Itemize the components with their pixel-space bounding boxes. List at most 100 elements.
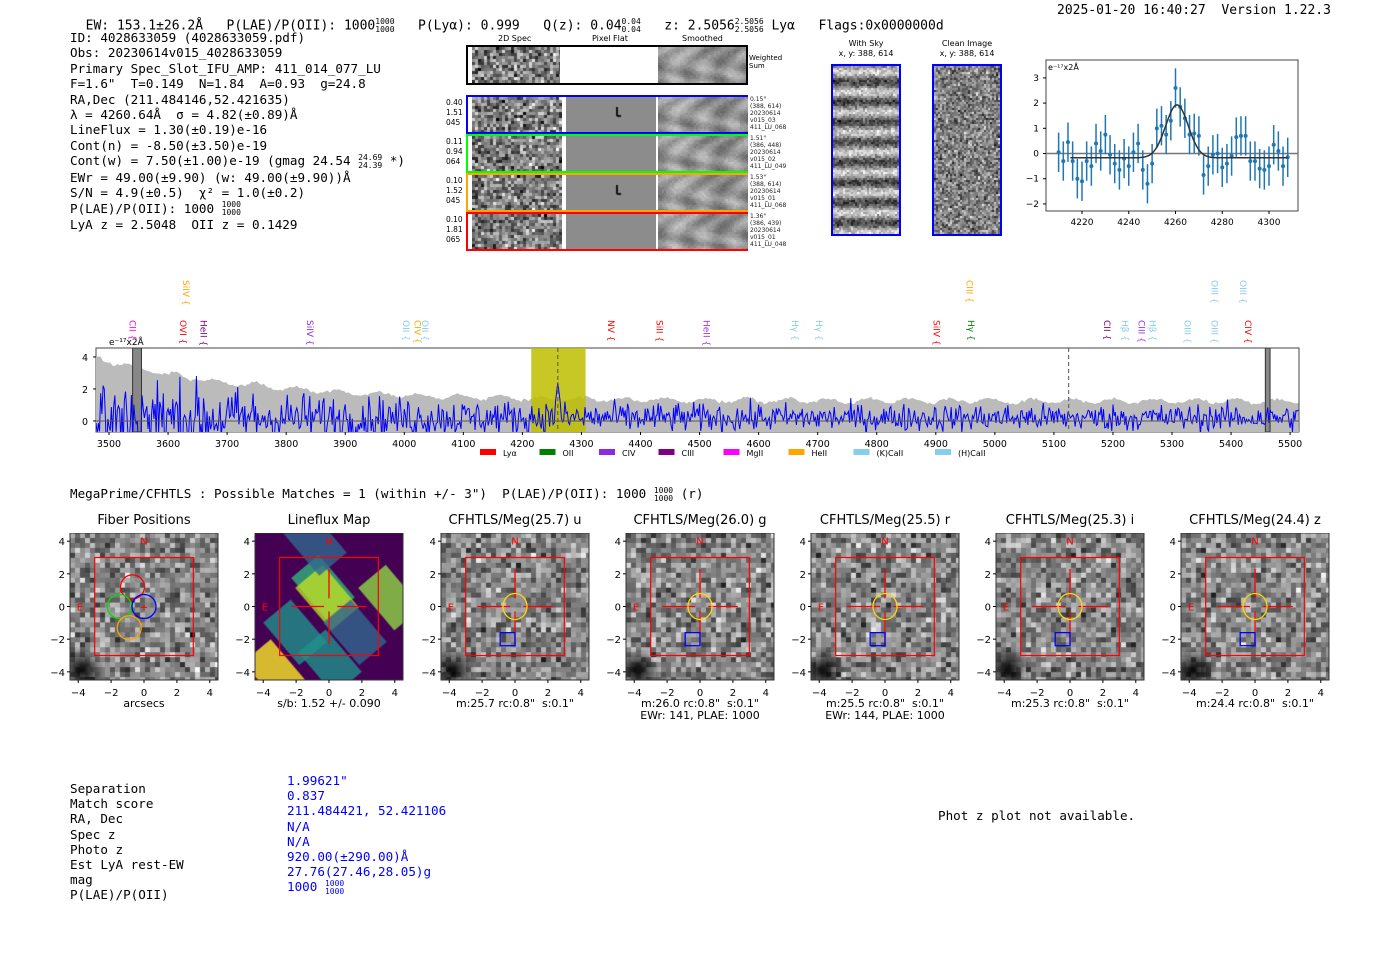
clean-title: Clean Image x, y: 388, 614	[922, 39, 1012, 59]
x-tick-label: 2	[1285, 688, 1291, 699]
aperture-ellipse	[872, 592, 898, 621]
col-smoothed: Smoothed	[682, 34, 723, 43]
weighted-sum-row	[466, 45, 748, 85]
legend-label: (H)CaII	[958, 449, 985, 458]
fiber-smoothed	[658, 97, 748, 132]
y-tick-label: 4	[1170, 537, 1176, 548]
aperture-ellipse	[687, 592, 713, 621]
gmag-hi: 24.69	[358, 152, 383, 162]
fiber-pixelflat	[566, 175, 656, 210]
data-point	[1196, 133, 1201, 138]
panel-title: CFHTLS/Meg(25.5) r	[819, 513, 951, 528]
x-tick-label: 4000	[392, 439, 416, 450]
y-tick-label: 2	[82, 385, 88, 396]
data-point	[1094, 141, 1099, 146]
match-value-text: N/A	[287, 818, 310, 834]
col-2dspec: 2D Spec	[498, 34, 532, 43]
compass-north: N	[1066, 536, 1073, 547]
panel-caption: m:26.0 rc:0.8" s:0.1"	[641, 697, 759, 710]
y-tick-label: 2	[615, 570, 621, 581]
y-tick-label: −2	[976, 635, 991, 646]
data-point	[1075, 176, 1080, 181]
panel-caption: EWr: 141, PLAE: 1000	[640, 709, 760, 722]
legend-swatch	[788, 449, 805, 455]
match-value-text: 920.00(±290.00)Å	[287, 849, 409, 864]
x-tick-label: −4	[812, 688, 827, 699]
fit-axes	[1045, 59, 1299, 212]
panel-caption: m:24.4 rc:0.8" s:0.1"	[1196, 697, 1314, 710]
fiber-row-right-label: 1.36" (386, 439) 20230614 v015_01 411_LU…	[750, 213, 787, 248]
cutout-overlay: N E −4 −4 −2 −2 0 0 2 2 4 4	[1161, 533, 1330, 699]
compass-north: N	[1251, 536, 1258, 547]
full-spectrum-chart: 3500 3600 3700 3800 3900 4000 4100 4200 4300 4400…	[82, 280, 1302, 458]
fiber-circle	[116, 615, 142, 641]
data-point	[1061, 159, 1066, 164]
x-tick-label: −4	[1182, 688, 1197, 699]
y-tick-label: −4	[235, 668, 250, 679]
panel-caption: arcsecs	[123, 697, 165, 710]
clean-image	[932, 64, 1002, 236]
y-tick-label: −4	[791, 668, 806, 679]
x-tick-label: −4	[997, 688, 1012, 699]
info-obs: Obs: 20230614v015_4028633059	[70, 45, 283, 61]
data-point	[1262, 167, 1267, 172]
cutout-overlay: N E −4 −4 −2 −2 0 0 2 2 4 4	[606, 533, 775, 699]
match-value-text: 27.76(27.46,28.05)g	[287, 864, 432, 880]
x-tick-label: 4260	[1164, 218, 1187, 228]
line-label: Hβ {	[1119, 320, 1129, 341]
catalog-match-box	[499, 631, 516, 647]
weighted-sum-label: Weighted Sum	[749, 54, 783, 70]
col-pixelflat: Pixel Flat	[592, 34, 628, 43]
y-tick-label: 0	[1170, 603, 1176, 614]
catalog-lo: 1000	[653, 493, 674, 503]
x-tick-label: 0	[882, 688, 888, 699]
y-tick-label: 4	[430, 537, 436, 548]
panel-title: Fiber Positions	[97, 513, 191, 528]
qz-value: Q(z): 0.04	[543, 18, 622, 34]
y-tick-label: 1	[1033, 124, 1039, 134]
legend-swatch	[853, 449, 870, 455]
data-point	[1150, 161, 1155, 166]
y-tick-label: 4	[244, 537, 250, 548]
catalog-title-text: MegaPrime/CFHTLS : Possible Matches = 1 …	[70, 486, 647, 501]
masked-region	[132, 348, 142, 432]
line-label: Hγ {	[965, 320, 975, 341]
y-tick-label: 4	[985, 537, 991, 548]
aperture-ellipse	[502, 592, 528, 621]
fiber-row-2	[466, 173, 748, 212]
data-point	[1056, 150, 1061, 155]
aperture-box	[1205, 556, 1305, 657]
data-point	[1173, 85, 1178, 90]
aperture-box	[279, 556, 379, 657]
info-primary: Primary Spec_Slot_IFU_AMP: 411_014_077_L…	[70, 60, 381, 76]
data-point	[1065, 140, 1070, 145]
line-label: CIII {	[963, 280, 973, 303]
y-tick-label: 0	[430, 603, 436, 614]
x-tick-label: 2	[174, 688, 180, 699]
gmag-lo: 24.39	[358, 160, 383, 170]
qz-lo: 0.04	[621, 25, 641, 34]
fiber-2dspec	[472, 97, 562, 132]
x-tick-label: 2	[915, 688, 921, 699]
x-tick-label: 4300	[1258, 218, 1281, 228]
fiber-smoothed	[658, 175, 748, 210]
info-id: ID: 4028633059 (4028633059.pdf)	[70, 30, 306, 45]
x-tick-label: −2	[475, 688, 490, 699]
line-fit-chart: 4220 4240 4260 4280 4300 −2 −1 0 1 2 3 e⁻¹⁷x2Å	[1026, 59, 1299, 228]
legend-swatch	[539, 449, 556, 455]
x-tick-label: 4	[763, 688, 769, 699]
fiber-row-0	[466, 95, 748, 134]
info-params: F=1.6" T=0.149 N=1.84 A=0.93 g=24.8	[70, 76, 366, 92]
data-point	[1276, 149, 1281, 154]
y-tick-label: 0	[82, 417, 88, 428]
panel-caption: m:25.5 rc:0.8" s:0.1"	[826, 697, 944, 710]
fiber-row-left-label: 0.11 0.94 064	[446, 137, 463, 166]
y-tick-label: 4	[615, 537, 621, 548]
line-label: OIII {	[1209, 320, 1219, 344]
legend-swatch	[658, 449, 675, 455]
x-tick-label: 2	[1100, 688, 1106, 699]
compass-east: E	[1003, 603, 1009, 614]
y-tick-label: −4	[1161, 668, 1176, 679]
line-label: Hβ {	[1147, 320, 1157, 341]
x-tick-label: 5300	[1160, 439, 1184, 450]
